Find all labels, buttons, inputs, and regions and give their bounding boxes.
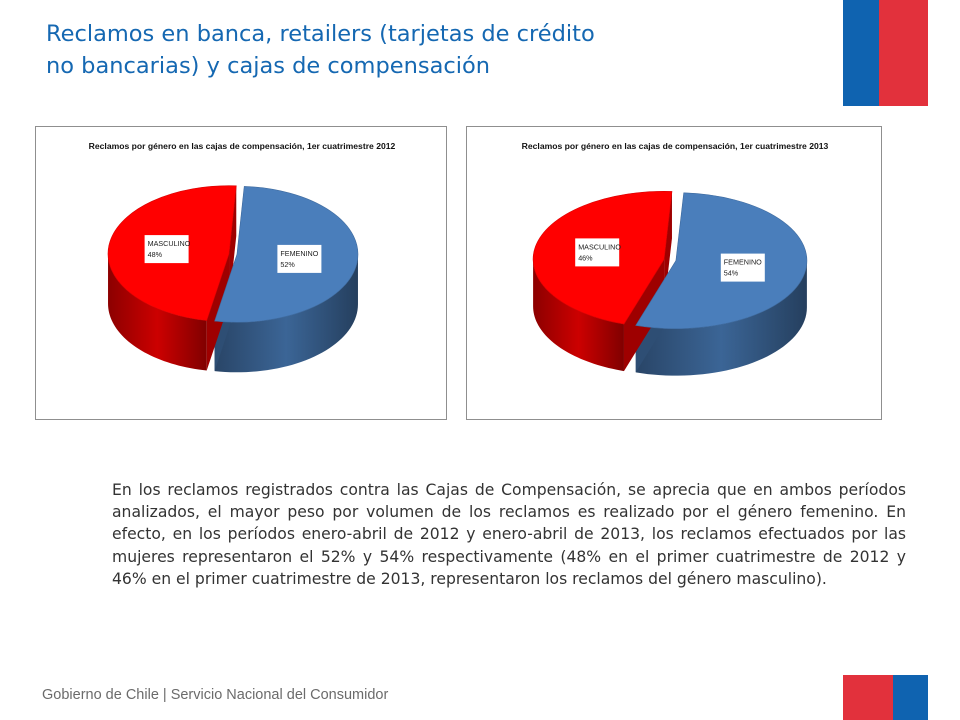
data-label-category: FEMENINO — [280, 249, 318, 258]
footer-text: Gobierno de Chile | Servicio Nacional de… — [42, 687, 389, 703]
data-label-masculino: MASCULINO 46% — [575, 238, 621, 267]
page-title: Reclamos en banca, retailers (tarjetas d… — [46, 18, 806, 82]
page-title-line-2: no bancarias) y cajas de compensación — [46, 53, 491, 79]
data-label-value: 54% — [724, 269, 739, 278]
data-label-femenino: FEMENINO 52% — [277, 244, 322, 273]
data-label-value: 48% — [148, 250, 163, 259]
data-label-category: MASCULINO — [578, 242, 621, 251]
chart-2013: Reclamos por género en las cajas de comp… — [466, 126, 882, 420]
page-title-line-1: Reclamos en banca, retailers (tarjetas d… — [46, 21, 595, 47]
flag-stripe-blue-top — [843, 0, 879, 106]
data-label-category: MASCULINO — [148, 239, 191, 248]
pie-chart-2013-svg: Reclamos por género en las cajas de comp… — [522, 141, 829, 376]
flag-stripe-red-bottom — [843, 675, 893, 720]
chart-2012: Reclamos por género en las cajas de comp… — [35, 126, 447, 420]
pie-chart-2012-svg: Reclamos por género en las cajas de comp… — [89, 141, 396, 373]
chart-title: Reclamos por género en las cajas de comp… — [522, 141, 829, 151]
data-label-femenino: FEMENINO 54% — [720, 253, 765, 282]
body-paragraph: En los reclamos registrados contra las C… — [112, 481, 906, 588]
data-label-category: FEMENINO — [724, 258, 762, 267]
flag-stripe-red-top — [879, 0, 928, 106]
data-label-masculino: MASCULINO 48% — [144, 235, 191, 264]
data-label-value: 52% — [280, 260, 295, 269]
flag-stripe-blue-bottom — [893, 675, 928, 720]
chart-title: Reclamos por género en las cajas de comp… — [89, 141, 396, 151]
data-label-value: 46% — [578, 253, 593, 262]
